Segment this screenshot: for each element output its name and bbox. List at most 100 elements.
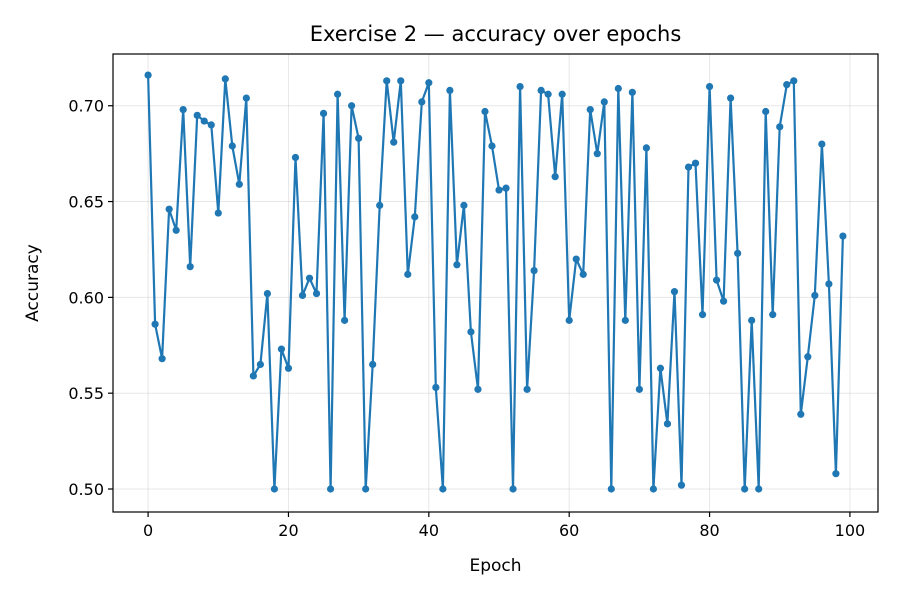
data-point [642, 144, 650, 152]
data-point [530, 266, 538, 275]
data-point [614, 84, 622, 93]
x-tick-label: 80 [699, 521, 719, 540]
series-layer [144, 71, 847, 493]
data-point [348, 102, 356, 110]
data-point [558, 90, 566, 98]
data-point [797, 410, 805, 418]
data-point [312, 289, 321, 298]
y-tick-label: 0.65 [68, 193, 104, 212]
data-point [727, 94, 735, 102]
data-point [256, 360, 264, 369]
data-point [369, 360, 377, 369]
data-point [193, 111, 201, 119]
data-point [748, 316, 756, 324]
data-point [839, 232, 847, 240]
data-point [649, 485, 658, 493]
data-point [509, 485, 517, 493]
data-point [144, 71, 152, 79]
data-point [172, 226, 180, 234]
data-point [284, 364, 293, 372]
data-point [298, 291, 307, 300]
data-point [586, 105, 594, 114]
data-point [635, 385, 643, 393]
data-point [270, 485, 279, 493]
data-point [502, 184, 510, 192]
data-point [319, 109, 328, 118]
data-point [242, 94, 250, 102]
data-point [404, 270, 412, 278]
data-point [411, 213, 419, 221]
data-point [691, 159, 700, 167]
data-point [516, 82, 524, 91]
chart-title: Exercise 2 — accuracy over epochs [310, 22, 682, 46]
data-point [326, 485, 335, 493]
y-axis: 0.50 0.55 0.60 0.65 0.70 [68, 97, 113, 499]
data-point [783, 81, 791, 89]
data-point [425, 79, 433, 87]
data-point [621, 316, 629, 324]
data-point [663, 420, 672, 428]
data-point [741, 485, 749, 493]
data-point [291, 153, 300, 162]
x-tick-label: 100 [835, 521, 866, 540]
data-point [249, 372, 257, 380]
data-point [214, 209, 222, 217]
data-point [818, 140, 826, 148]
data-point [734, 249, 742, 257]
data-point [397, 77, 405, 85]
data-point [551, 173, 559, 181]
x-tick-label: 60 [559, 521, 579, 540]
data-point [277, 345, 286, 353]
data-point [769, 311, 777, 319]
plot-frame [112, 53, 879, 513]
data-point [439, 485, 447, 493]
data-point [446, 86, 454, 95]
data-point [488, 142, 496, 150]
data-point [305, 274, 314, 282]
x-tick-label: 20 [278, 521, 298, 540]
data-point [418, 98, 426, 106]
y-tick-label: 0.70 [68, 97, 104, 116]
data-point [719, 297, 728, 305]
data-point [207, 121, 215, 129]
data-point [390, 138, 398, 146]
data-point [684, 163, 693, 171]
data-point [228, 142, 236, 150]
data-point [474, 385, 482, 393]
data-point [460, 201, 468, 209]
data-point [495, 186, 503, 194]
x-tick-label: 0 [143, 521, 153, 540]
data-point [544, 90, 552, 98]
data-point [179, 105, 187, 114]
data-point [677, 481, 686, 489]
data-point [593, 150, 601, 158]
data-point [572, 255, 580, 263]
x-tick-label: 40 [419, 521, 439, 540]
data-point [790, 77, 798, 85]
series-line [147, 75, 844, 491]
data-point [376, 201, 384, 209]
data-point [523, 385, 531, 393]
data-point [362, 485, 370, 493]
data-point [565, 316, 573, 324]
data-point [467, 328, 475, 336]
data-point [383, 77, 391, 85]
data-point [762, 107, 770, 116]
data-point [341, 316, 349, 324]
data-point [607, 485, 615, 493]
x-axis: 0 20 40 60 80 100 [143, 512, 865, 540]
data-point [832, 470, 840, 478]
y-axis-label: Accuracy [23, 244, 43, 322]
y-tick-label: 0.55 [68, 384, 104, 403]
data-point [200, 117, 208, 125]
data-point [151, 320, 159, 328]
data-point [158, 355, 166, 363]
data-point [705, 82, 714, 91]
data-point [712, 276, 721, 284]
data-point [776, 123, 784, 131]
data-point [186, 263, 194, 271]
data-point [628, 88, 636, 96]
data-point [481, 107, 489, 116]
y-tick-label: 0.50 [68, 480, 104, 499]
